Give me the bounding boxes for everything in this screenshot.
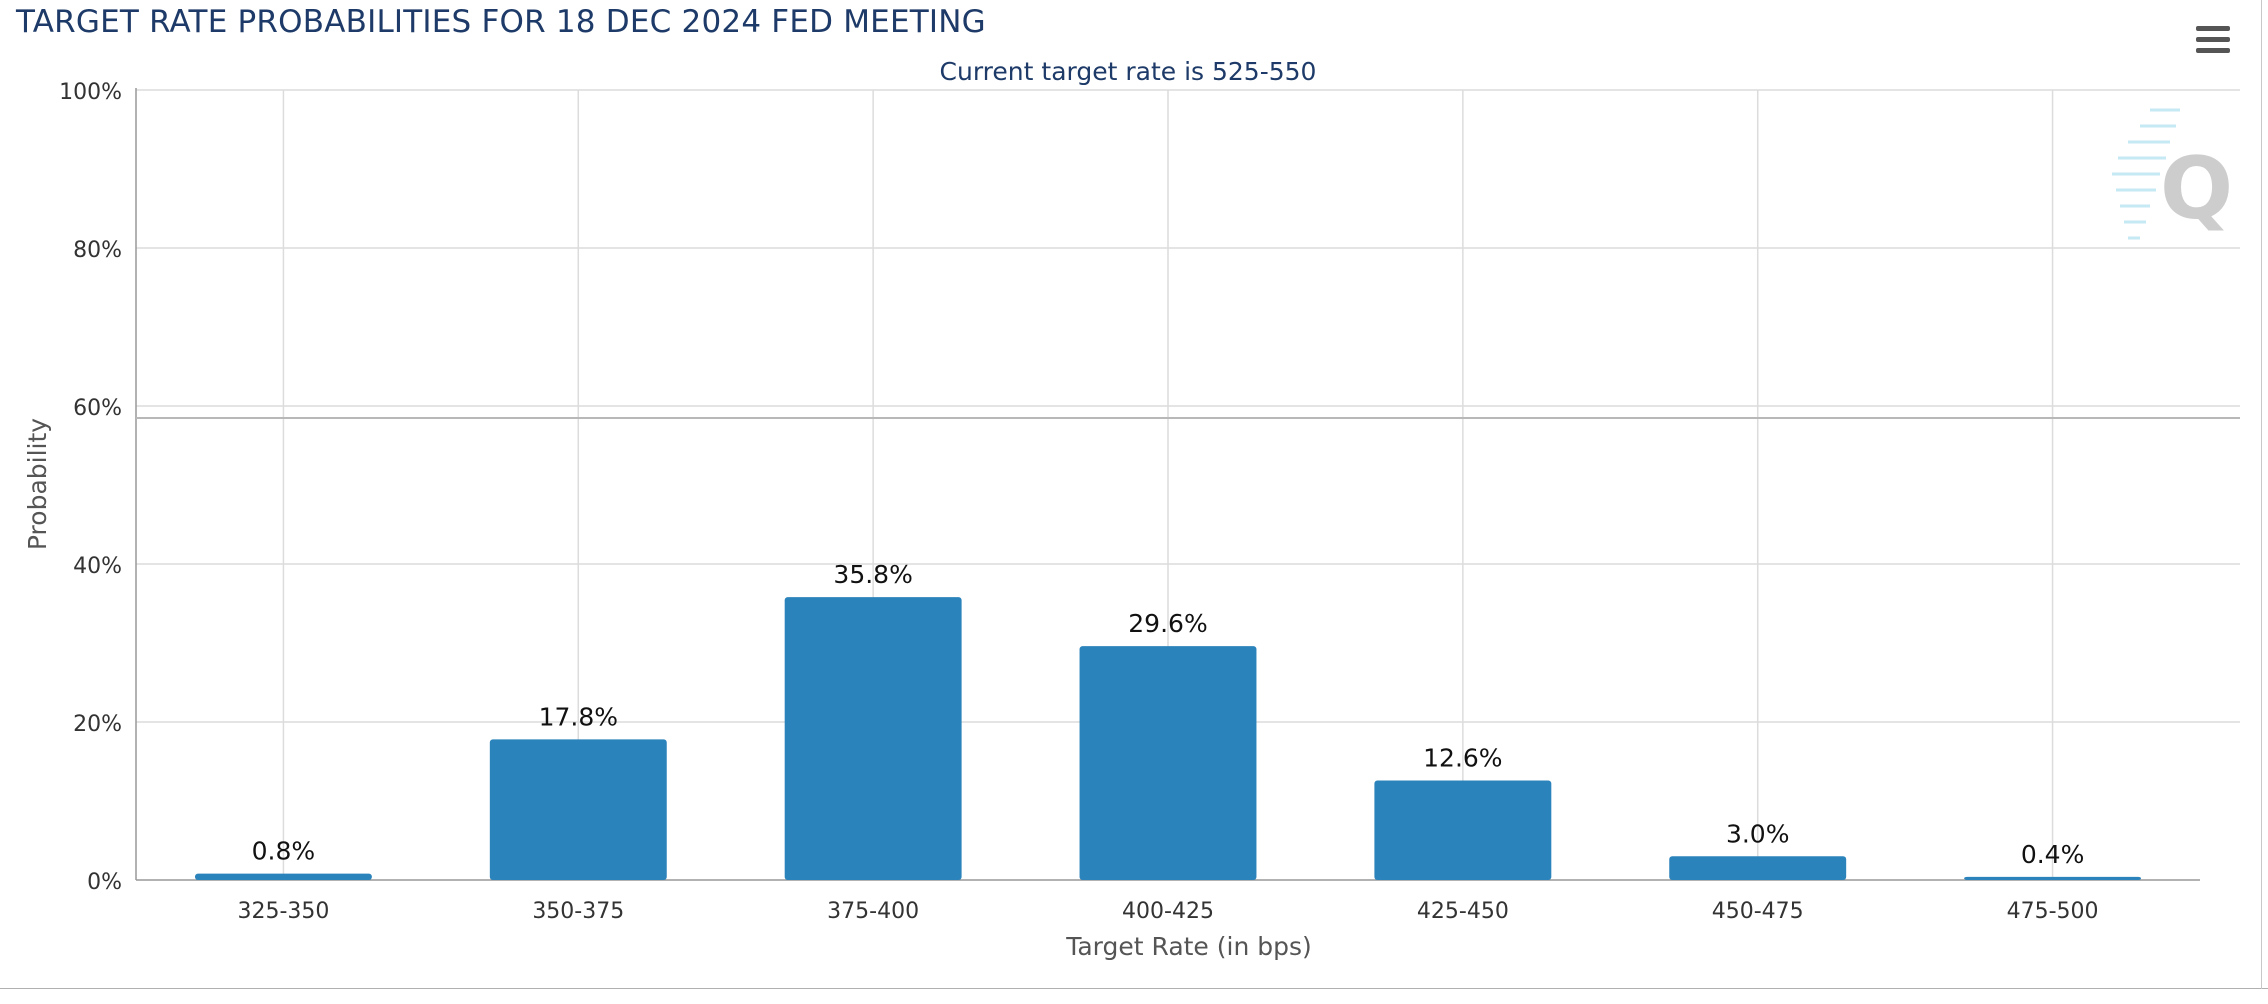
bar[interactable] [1669, 856, 1847, 880]
y-axis-title: Probability [23, 418, 52, 550]
frame-bottom-border [0, 988, 2268, 989]
y-tick-label: 80% [73, 238, 122, 263]
x-tick-label: 350-375 [532, 899, 624, 924]
x-axis-title: Target Rate (in bps) [1065, 932, 1312, 961]
data-label: 29.6% [1128, 609, 1207, 638]
bar[interactable] [489, 739, 667, 880]
x-tick-label: 475-500 [2007, 899, 2099, 924]
horizontal-gridlines [136, 89, 2240, 723]
data-labels: 0.8% 17.8% 35.8% 29.6% 12.6% 3.0% 0.4% [252, 560, 2085, 869]
y-tick-label: 0% [87, 870, 122, 895]
bar[interactable] [1079, 646, 1257, 880]
x-tick-label: 450-475 [1712, 899, 1804, 924]
x-tick-label: 400-425 [1122, 899, 1214, 924]
watermark-letter: Q [2160, 139, 2233, 239]
watermark-logo: Q [2112, 108, 2233, 240]
x-tick-label: 375-400 [827, 899, 919, 924]
hamburger-menu-icon[interactable] [2196, 26, 2232, 56]
data-label: 12.6% [1423, 743, 1502, 772]
data-label: 3.0% [1726, 819, 1790, 848]
bar[interactable] [1964, 876, 2142, 880]
bars [194, 597, 2142, 880]
bar[interactable] [784, 597, 962, 880]
x-tick-label: 325-350 [237, 899, 329, 924]
y-tick-labels: 0% 20% 40% 60% 80% 100% [59, 80, 122, 895]
data-label: 35.8% [833, 560, 912, 589]
data-label: 0.4% [2021, 840, 2085, 869]
data-label: 0.8% [252, 837, 316, 866]
y-tick-label: 100% [59, 80, 122, 105]
data-label: 17.8% [539, 702, 618, 731]
y-tick-label: 60% [73, 396, 122, 421]
vertical-gridlines [282, 90, 2054, 880]
y-tick-label: 20% [73, 712, 122, 737]
bar[interactable] [1374, 780, 1552, 880]
bar[interactable] [194, 873, 372, 880]
x-tick-labels: 325-350 350-375 375-400 400-425 425-450 450-4… [237, 899, 2098, 924]
y-tick-label: 40% [73, 554, 122, 579]
chart-subtitle: Current target rate is 525-550 [940, 57, 1317, 86]
frame-right-border [2261, 0, 2262, 989]
x-tick-label: 425-450 [1417, 899, 1509, 924]
page-title: TARGET RATE PROBABILITIES FOR 18 DEC 202… [16, 4, 986, 40]
